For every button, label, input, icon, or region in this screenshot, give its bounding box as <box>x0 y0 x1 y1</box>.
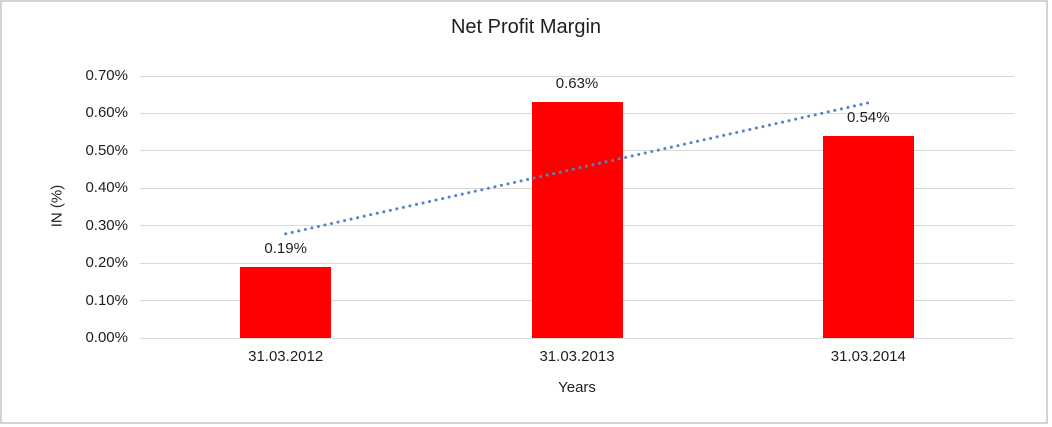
y-tick-label: 0.30% <box>85 216 128 234</box>
y-tick-label: 0.60% <box>85 104 128 122</box>
data-label: 0.54% <box>847 108 890 126</box>
x-axis-line <box>140 337 1014 339</box>
y-tick-label: 0.40% <box>85 179 128 197</box>
data-label: 0.19% <box>264 239 307 257</box>
y-tick-label: 0.50% <box>85 141 128 159</box>
x-tick-label: 31.03.2012 <box>248 348 324 365</box>
bar-31.03.2013 <box>531 102 623 338</box>
y-tick-label: 0.20% <box>85 254 128 272</box>
x-axis-title: Years <box>558 379 596 396</box>
trendline <box>284 101 870 236</box>
y-tick-label: 0.00% <box>85 329 128 346</box>
y-tick-label: 0.10% <box>85 291 128 309</box>
bar-31.03.2012 <box>240 266 332 338</box>
bar-31.03.2014 <box>822 135 914 338</box>
trendline-path <box>284 101 870 236</box>
plot-area: 0.19% 0.63% 0.54% <box>140 75 1014 339</box>
gridline <box>140 75 1014 77</box>
x-tick-label: 31.03.2014 <box>830 348 906 365</box>
y-tick-label: 0.70% <box>85 67 128 84</box>
chart-title: Net Profit Margin <box>450 16 602 38</box>
data-label: 0.63% <box>555 75 599 93</box>
x-tick-label: 31.03.2013 <box>539 348 615 365</box>
